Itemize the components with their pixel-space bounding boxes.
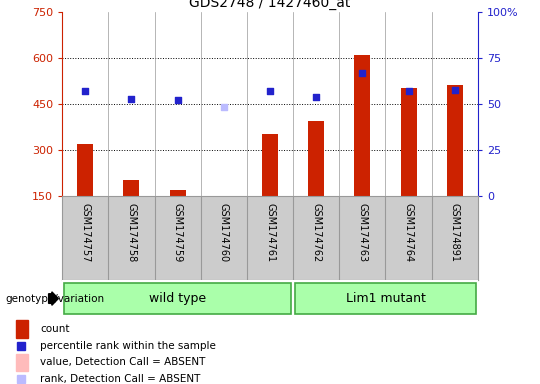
Title: GDS2748 / 1427460_at: GDS2748 / 1427460_at: [190, 0, 350, 10]
Text: wild type: wild type: [149, 292, 206, 305]
Point: [219, 104, 228, 110]
Text: GSM174763: GSM174763: [357, 203, 367, 262]
Text: GSM174762: GSM174762: [311, 203, 321, 262]
FancyBboxPatch shape: [64, 283, 291, 314]
Point: [358, 70, 367, 76]
Bar: [123, 180, 139, 196]
Text: Lim1 mutant: Lim1 mutant: [346, 292, 426, 305]
FancyBboxPatch shape: [295, 283, 476, 314]
Text: GSM174764: GSM174764: [403, 203, 414, 262]
Point: [404, 88, 413, 94]
Bar: [77, 144, 93, 196]
Text: genotype/variation: genotype/variation: [5, 293, 105, 304]
Bar: [16, 320, 28, 338]
Bar: [170, 190, 186, 196]
Bar: [215, 196, 232, 205]
Point: [173, 97, 182, 103]
Point: [312, 94, 321, 100]
Point: [450, 87, 459, 93]
Text: rank, Detection Call = ABSENT: rank, Detection Call = ABSENT: [40, 374, 200, 384]
Text: GSM174760: GSM174760: [219, 203, 229, 262]
Point: [81, 88, 90, 94]
Bar: [308, 121, 325, 196]
Bar: [262, 134, 278, 196]
Text: GSM174759: GSM174759: [173, 203, 183, 262]
Text: GSM174761: GSM174761: [265, 203, 275, 262]
Text: GSM174891: GSM174891: [450, 203, 460, 262]
Bar: [354, 55, 370, 196]
Point: [127, 96, 136, 102]
Text: GSM174757: GSM174757: [80, 203, 90, 262]
Bar: [16, 354, 28, 371]
Text: percentile rank within the sample: percentile rank within the sample: [40, 341, 216, 351]
Text: GSM174758: GSM174758: [126, 203, 137, 262]
Text: count: count: [40, 324, 70, 334]
Text: value, Detection Call = ABSENT: value, Detection Call = ABSENT: [40, 358, 206, 367]
Bar: [447, 85, 463, 196]
Point: [266, 88, 274, 94]
Bar: [401, 88, 417, 196]
